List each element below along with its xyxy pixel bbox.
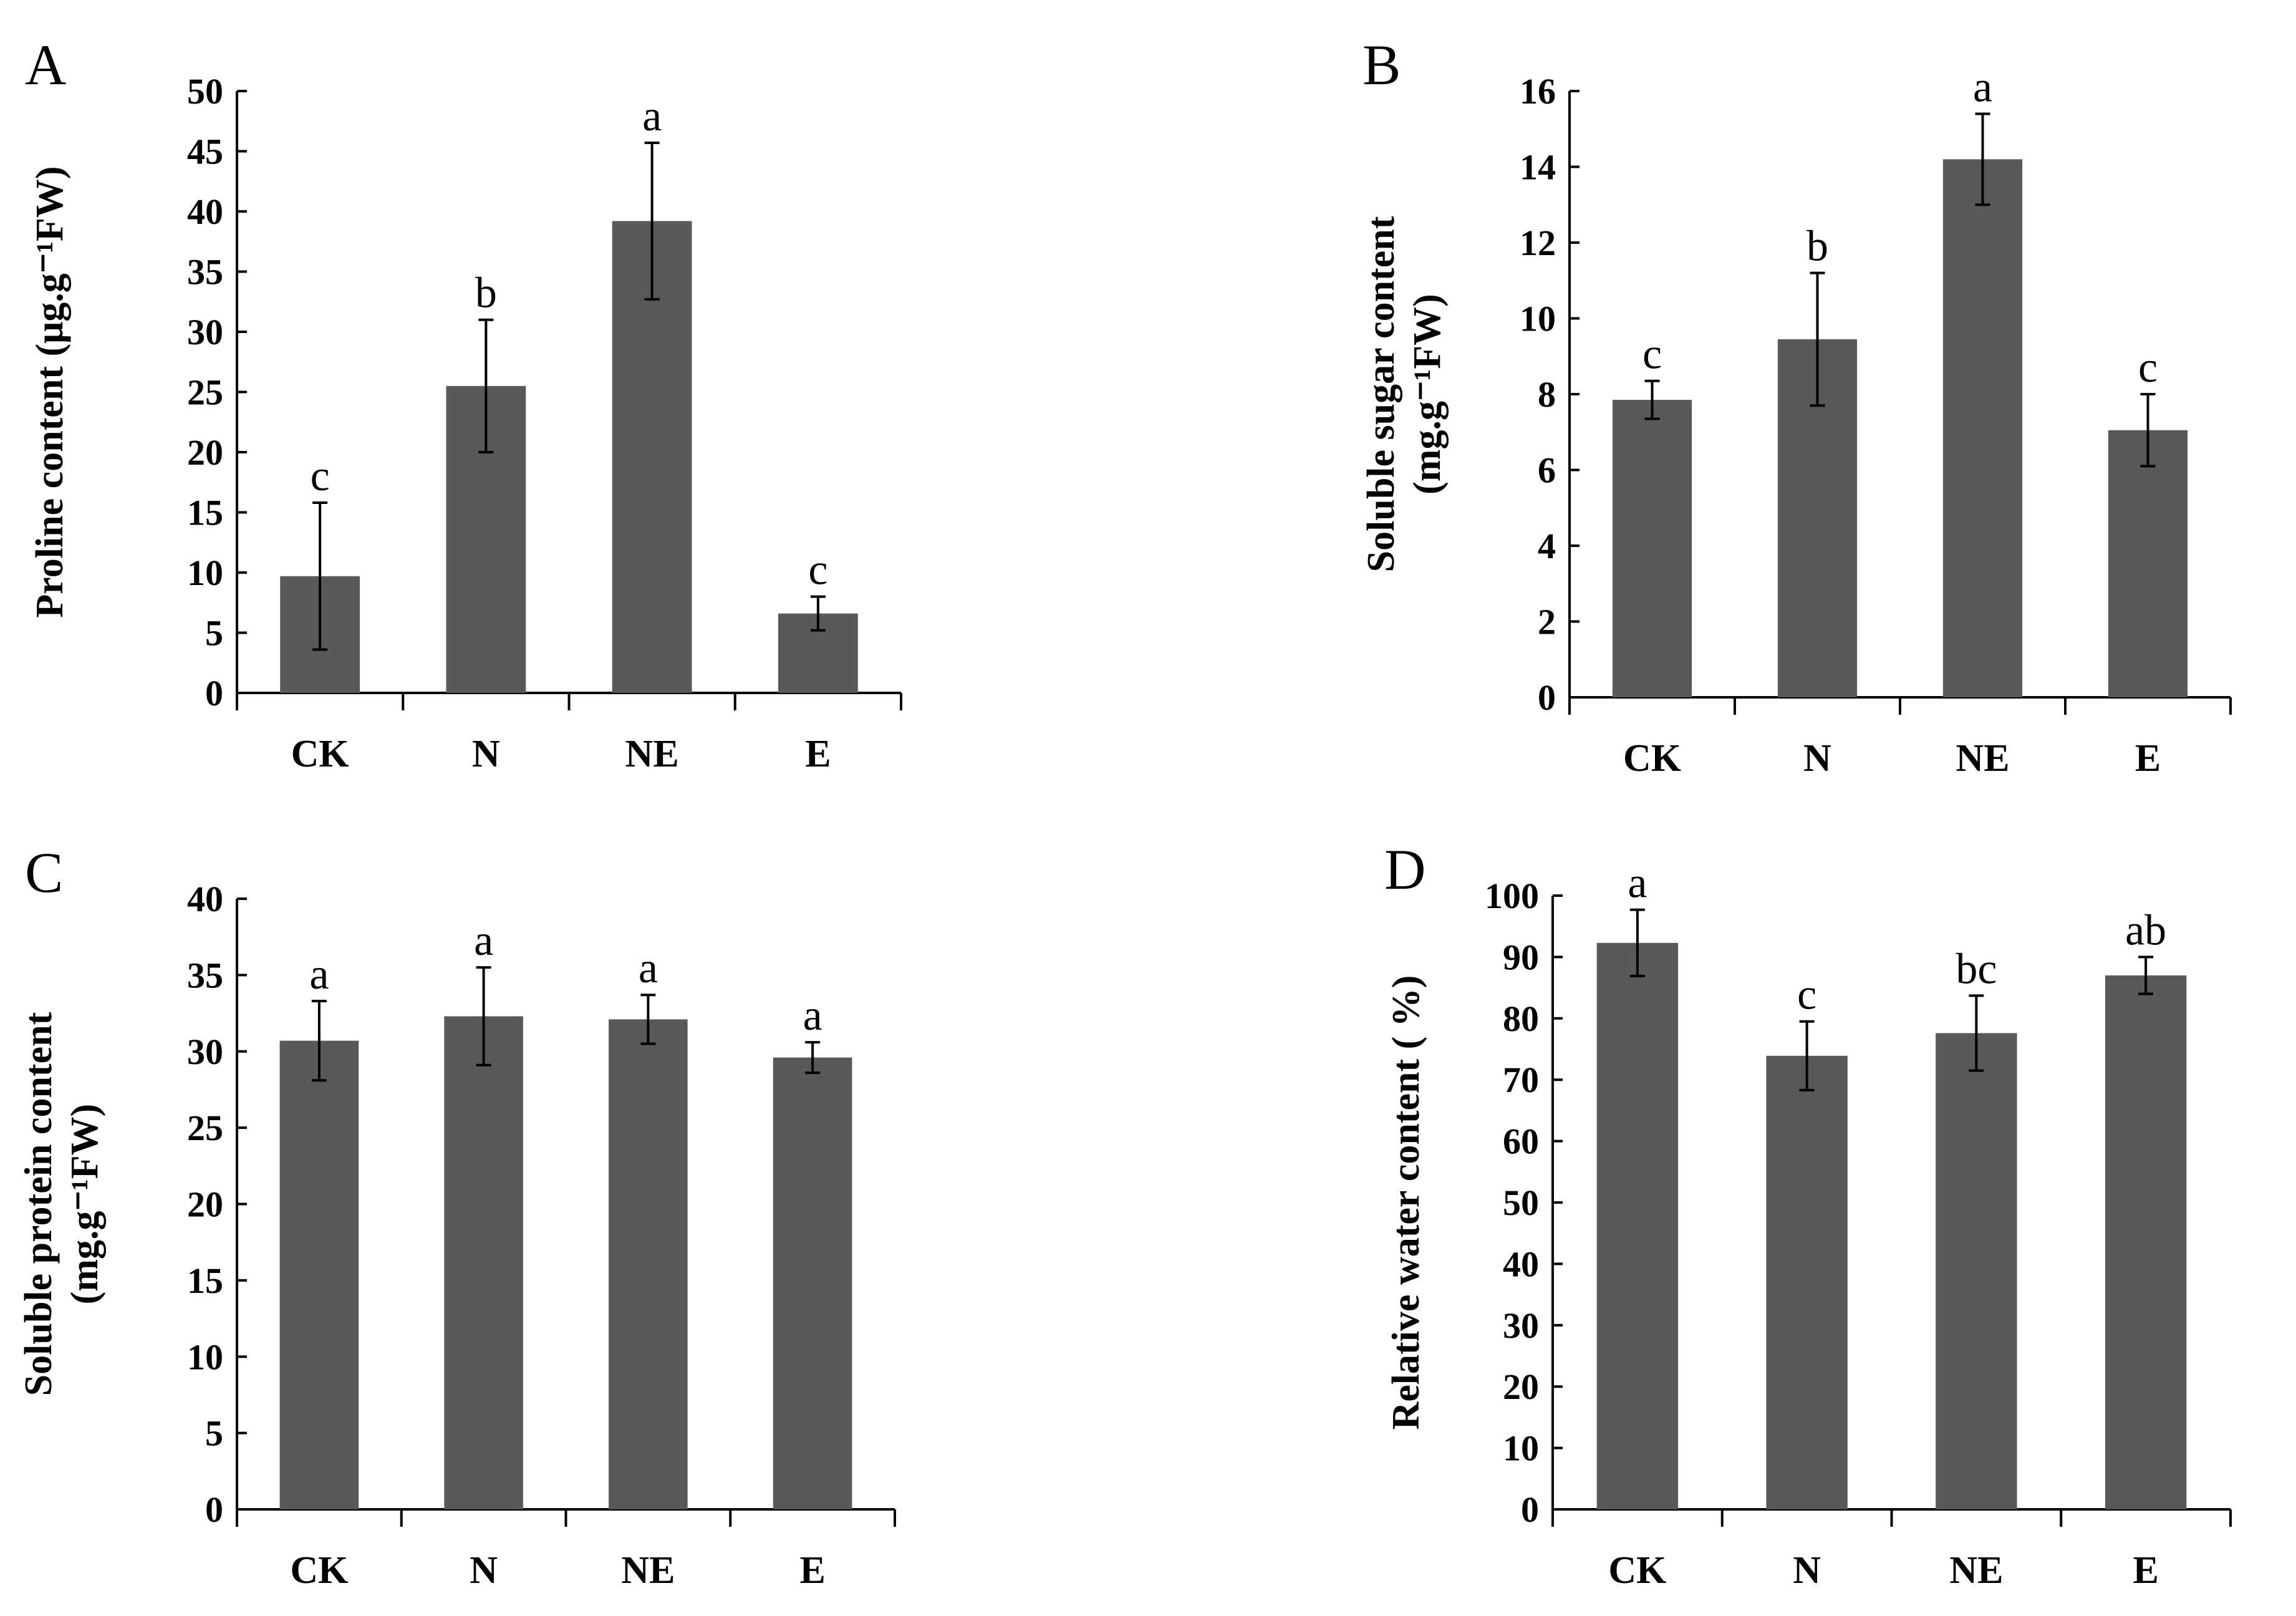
x-category-label: CK bbox=[291, 733, 349, 775]
x-category-label: NE bbox=[625, 733, 679, 775]
y-tick-label: 20 bbox=[1503, 1367, 1539, 1407]
bar bbox=[2108, 430, 2188, 697]
significance-letter: c bbox=[1642, 331, 1662, 379]
y-tick-label: 16 bbox=[1520, 71, 1556, 112]
x-category-label: E bbox=[805, 733, 831, 775]
panel-d: D 0 10 20 30 40 50 60 70 80 90 100 a CK c Nbc NE ab E Relat… bbox=[1384, 838, 2232, 1592]
panel-b: B 0 2 4 6 8 10 12 14 16 c CK b Na NE c E Soluble sugar co… bbox=[1360, 33, 2232, 780]
bar bbox=[279, 1040, 359, 1509]
x-category-label: E bbox=[799, 1549, 825, 1592]
significance-letter: a bbox=[309, 951, 329, 999]
y-tick-label: 4 bbox=[1538, 526, 1556, 566]
x-category-label: E bbox=[2135, 737, 2161, 780]
y-tick-label: 50 bbox=[187, 71, 223, 112]
panel-letter: A bbox=[25, 33, 66, 97]
y-axis-label: Proline content (μg.g⁻¹FW) bbox=[29, 166, 71, 617]
panel-c: C 0 5 10 15 20 25 30 35 40 a CK a Na NE a E Soluble prote… bbox=[17, 841, 896, 1592]
y-tick-label: 20 bbox=[187, 1184, 223, 1225]
y-tick-label: 100 bbox=[1485, 876, 1539, 916]
x-category-label: N bbox=[470, 1549, 498, 1592]
y-tick-label: 35 bbox=[187, 955, 223, 995]
bar bbox=[609, 1019, 688, 1509]
y-tick-label: 40 bbox=[187, 191, 223, 232]
y-axis-label: Soluble sugar content bbox=[1360, 216, 1402, 572]
y-tick-label: 2 bbox=[1538, 602, 1556, 642]
y-tick-label: 25 bbox=[187, 1108, 223, 1148]
y-tick-label: 35 bbox=[187, 252, 223, 293]
y-tick-label: 10 bbox=[1503, 1428, 1539, 1469]
bar bbox=[1612, 400, 1692, 697]
y-tick-label: 60 bbox=[1503, 1121, 1539, 1162]
y-tick-label: 50 bbox=[1503, 1183, 1539, 1223]
bar bbox=[1766, 1055, 1848, 1509]
significance-letter: a bbox=[639, 944, 658, 992]
y-tick-label: 0 bbox=[1538, 677, 1556, 718]
significance-letter: b bbox=[475, 269, 497, 317]
y-tick-label: 0 bbox=[205, 1489, 223, 1530]
y-tick-label: 0 bbox=[205, 673, 223, 714]
significance-letter: a bbox=[1973, 63, 1992, 111]
significance-letter: c bbox=[311, 452, 330, 500]
significance-letter: bc bbox=[1956, 945, 1997, 993]
y-tick-label: 45 bbox=[187, 132, 223, 172]
significance-letter: a bbox=[1628, 859, 1647, 907]
y-tick-label: 5 bbox=[205, 1413, 223, 1454]
bar bbox=[1936, 1033, 2017, 1509]
x-category-label: NE bbox=[1949, 1549, 2003, 1592]
x-category-label: N bbox=[1803, 737, 1831, 780]
y-tick-label: 15 bbox=[187, 493, 223, 533]
x-category-label: NE bbox=[1956, 737, 2009, 780]
x-category-label: NE bbox=[621, 1549, 675, 1592]
y-tick-label: 25 bbox=[187, 372, 223, 413]
y-tick-label: 10 bbox=[187, 1337, 223, 1377]
x-category-label: N bbox=[1793, 1549, 1821, 1592]
x-category-label: CK bbox=[1623, 737, 1681, 780]
y-tick-label: 14 bbox=[1520, 147, 1556, 188]
y-tick-label: 5 bbox=[205, 613, 223, 654]
y-tick-label: 30 bbox=[1503, 1305, 1539, 1346]
y-tick-label: 8 bbox=[1538, 374, 1556, 415]
y-tick-label: 90 bbox=[1503, 937, 1539, 977]
bar bbox=[773, 1057, 852, 1509]
significance-letter: a bbox=[474, 917, 493, 965]
y-tick-label: 30 bbox=[187, 1032, 223, 1072]
significance-letter: b bbox=[1806, 223, 1828, 271]
significance-letter: a bbox=[803, 992, 822, 1040]
x-category-label: E bbox=[2133, 1549, 2158, 1592]
significance-letter: c bbox=[2138, 344, 2158, 392]
y-tick-label: 30 bbox=[187, 312, 223, 352]
panel-letter: D bbox=[1384, 838, 1425, 901]
y-tick-label: 40 bbox=[187, 879, 223, 919]
bar bbox=[1942, 159, 2023, 698]
y-tick-label: 0 bbox=[1521, 1489, 1539, 1530]
y-tick-label: 20 bbox=[187, 432, 223, 473]
y-axis-label: Relative water content ( %) bbox=[1385, 975, 1427, 1430]
y-axis-label: (mg.g⁻¹FW) bbox=[1406, 294, 1449, 495]
y-axis-label: (mg.g⁻¹FW) bbox=[64, 1104, 106, 1305]
y-tick-label: 80 bbox=[1503, 999, 1539, 1039]
significance-letter: ab bbox=[2125, 906, 2166, 954]
panel-letter: C bbox=[25, 841, 63, 904]
y-tick-label: 10 bbox=[1520, 299, 1556, 339]
y-axis-label: Soluble protein content bbox=[17, 1012, 60, 1396]
y-tick-label: 40 bbox=[1503, 1244, 1539, 1284]
panel-letter: B bbox=[1363, 33, 1401, 97]
y-tick-label: 70 bbox=[1503, 1060, 1539, 1100]
significance-letter: c bbox=[1797, 971, 1816, 1019]
x-category-label: CK bbox=[290, 1549, 348, 1592]
bar bbox=[444, 1016, 523, 1509]
bar bbox=[2105, 975, 2187, 1509]
y-tick-label: 15 bbox=[187, 1260, 223, 1301]
x-category-label: CK bbox=[1608, 1549, 1666, 1592]
x-category-label: N bbox=[472, 733, 500, 775]
significance-letter: c bbox=[808, 546, 827, 594]
significance-letter: a bbox=[642, 92, 662, 140]
bar bbox=[1596, 942, 1679, 1509]
y-tick-label: 10 bbox=[187, 553, 223, 593]
y-tick-label: 6 bbox=[1538, 450, 1556, 491]
panel-a: A 0 5 10 15 20 25 30 35 40 45 50 c CK b Na NE c E Proline c… bbox=[25, 33, 902, 775]
y-tick-label: 12 bbox=[1520, 223, 1556, 263]
